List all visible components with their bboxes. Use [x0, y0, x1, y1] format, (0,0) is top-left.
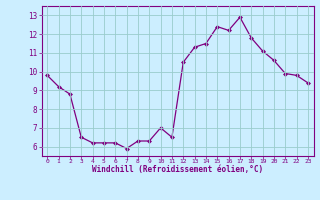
- X-axis label: Windchill (Refroidissement éolien,°C): Windchill (Refroidissement éolien,°C): [92, 165, 263, 174]
